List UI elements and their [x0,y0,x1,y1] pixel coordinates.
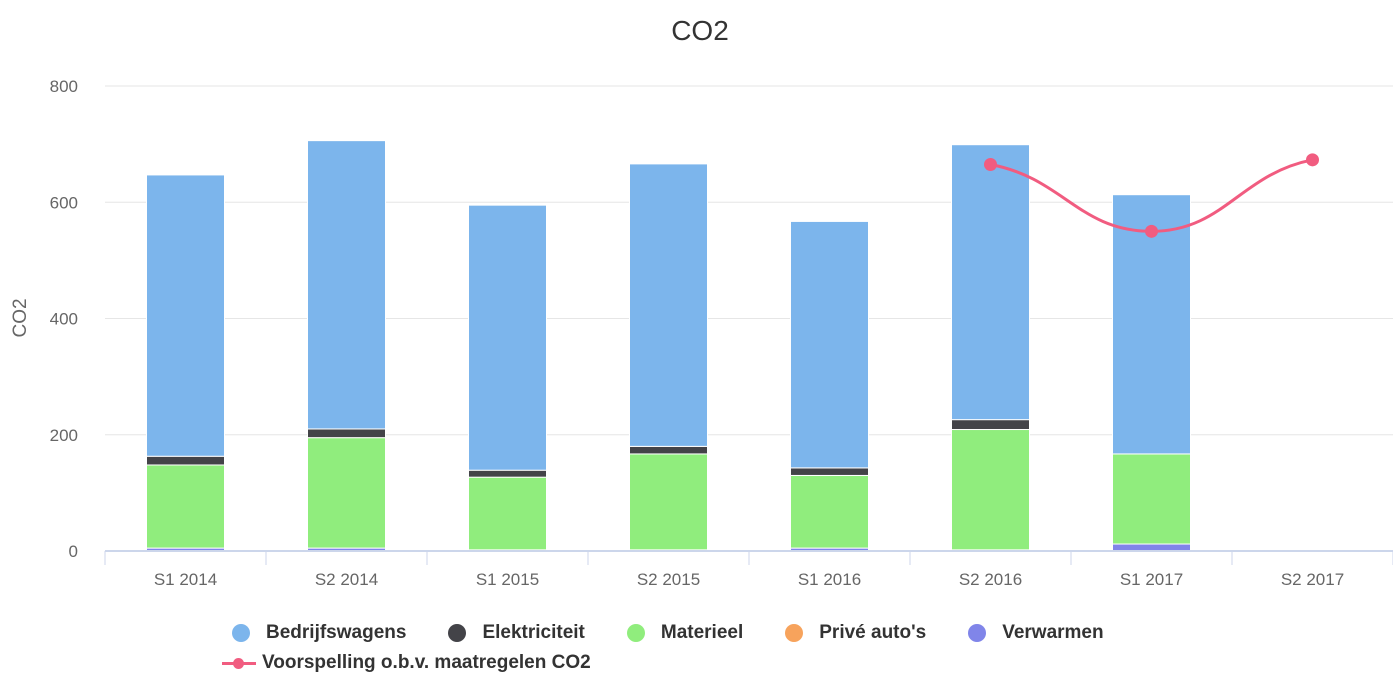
bar-materieel-4 [790,474,869,549]
bar-verwarmen-6 [1112,543,1191,552]
legend-item-prive-autos[interactable]: Privé auto's [785,622,926,644]
forecast-point-2 [1306,153,1319,167]
bar-materieel-5 [951,429,1030,551]
legend-label: Verwarmen [1002,622,1104,643]
bar-materieel-2 [468,476,547,551]
legend-item-elektriciteit[interactable]: Elektriciteit [448,622,585,644]
x-tick-label: S2 2014 [315,570,378,589]
legend-swatch-materieel [626,624,645,642]
bar-elektriciteit-3 [629,445,708,455]
legend-item-voorspelling[interactable]: Voorspelling o.b.v. maatregelen CO2 [222,652,591,674]
legend-label: Bedrijfswagens [266,622,407,643]
y-tick-label: 400 [50,310,78,329]
legend-line-marker-icon [222,654,256,672]
bar-bedrijfswagens-4 [790,220,869,469]
bar-bedrijfswagens-2 [468,204,547,471]
bar-elektriciteit-4 [790,467,869,476]
y-tick-label: 600 [50,193,78,212]
legend-label: Materieel [660,622,744,643]
forecast-point-1 [1145,224,1158,238]
bar-elektriciteit-5 [951,419,1030,431]
bar-bedrijfswagens-3 [629,163,708,447]
y-axis-label: CO2 [10,298,31,337]
forecast-point-0 [984,157,997,171]
x-tick-label: S2 2017 [1281,570,1344,589]
bar-materieel-1 [307,437,386,549]
bar-elektriciteit-1 [307,428,386,439]
bar-elektriciteit-0 [146,455,225,466]
x-tick-label: S1 2014 [154,570,217,589]
legend-label: Elektriciteit [482,622,585,643]
legend-item-verwarmen[interactable]: Verwarmen [968,622,1104,644]
legend-swatch-verwarmen [968,624,987,642]
bar-bedrijfswagens-5 [951,144,1030,421]
forecast-line-series [984,153,1319,238]
bar-materieel-6 [1112,453,1191,545]
y-tick-label: 200 [50,426,78,445]
bar-bedrijfswagens-0 [146,174,225,457]
legend-swatch-elektriciteit [448,624,467,642]
legend-item-bedrijfswagens[interactable]: Bedrijfswagens [232,622,406,644]
y-tick-label: 0 [69,542,78,561]
bar-elektriciteit-2 [468,469,547,478]
legend-row-forecast: Voorspelling o.b.v. maatregelen CO2 [222,652,633,674]
legend-swatch-bedrijfswagens [232,624,250,642]
bar-bedrijfswagens-6 [1112,194,1191,455]
grid-lines [105,85,1393,436]
y-axis-ticks: 0 200 400 600 800 [50,77,78,561]
x-tick-label: S1 2017 [1120,570,1183,589]
bar-materieel-0 [146,464,225,549]
x-tick-label: S2 2016 [959,570,1022,589]
legend-swatch-prive-autos [785,624,804,642]
bar-materieel-3 [629,453,708,551]
x-tick-label: S1 2015 [476,570,539,589]
x-tick-label: S1 2016 [798,570,861,589]
chart-title: CO2 [671,15,729,46]
x-axis: S1 2014 S2 2014 S1 2015 S2 2015 S1 2016 S2 20… [104,550,1393,589]
y-tick-label: 800 [50,77,78,96]
legend-label: Voorspelling o.b.v. maatregelen CO2 [262,652,591,673]
bar-bedrijfswagens-1 [307,140,386,430]
legend-row-series: Bedrijfswagens Elektriciteit Materieel P… [232,622,1146,644]
bar-series [146,140,1191,552]
legend-item-materieel[interactable]: Materieel [626,622,744,644]
legend-label: Privé auto's [819,622,927,643]
x-tick-label: S2 2015 [637,570,700,589]
